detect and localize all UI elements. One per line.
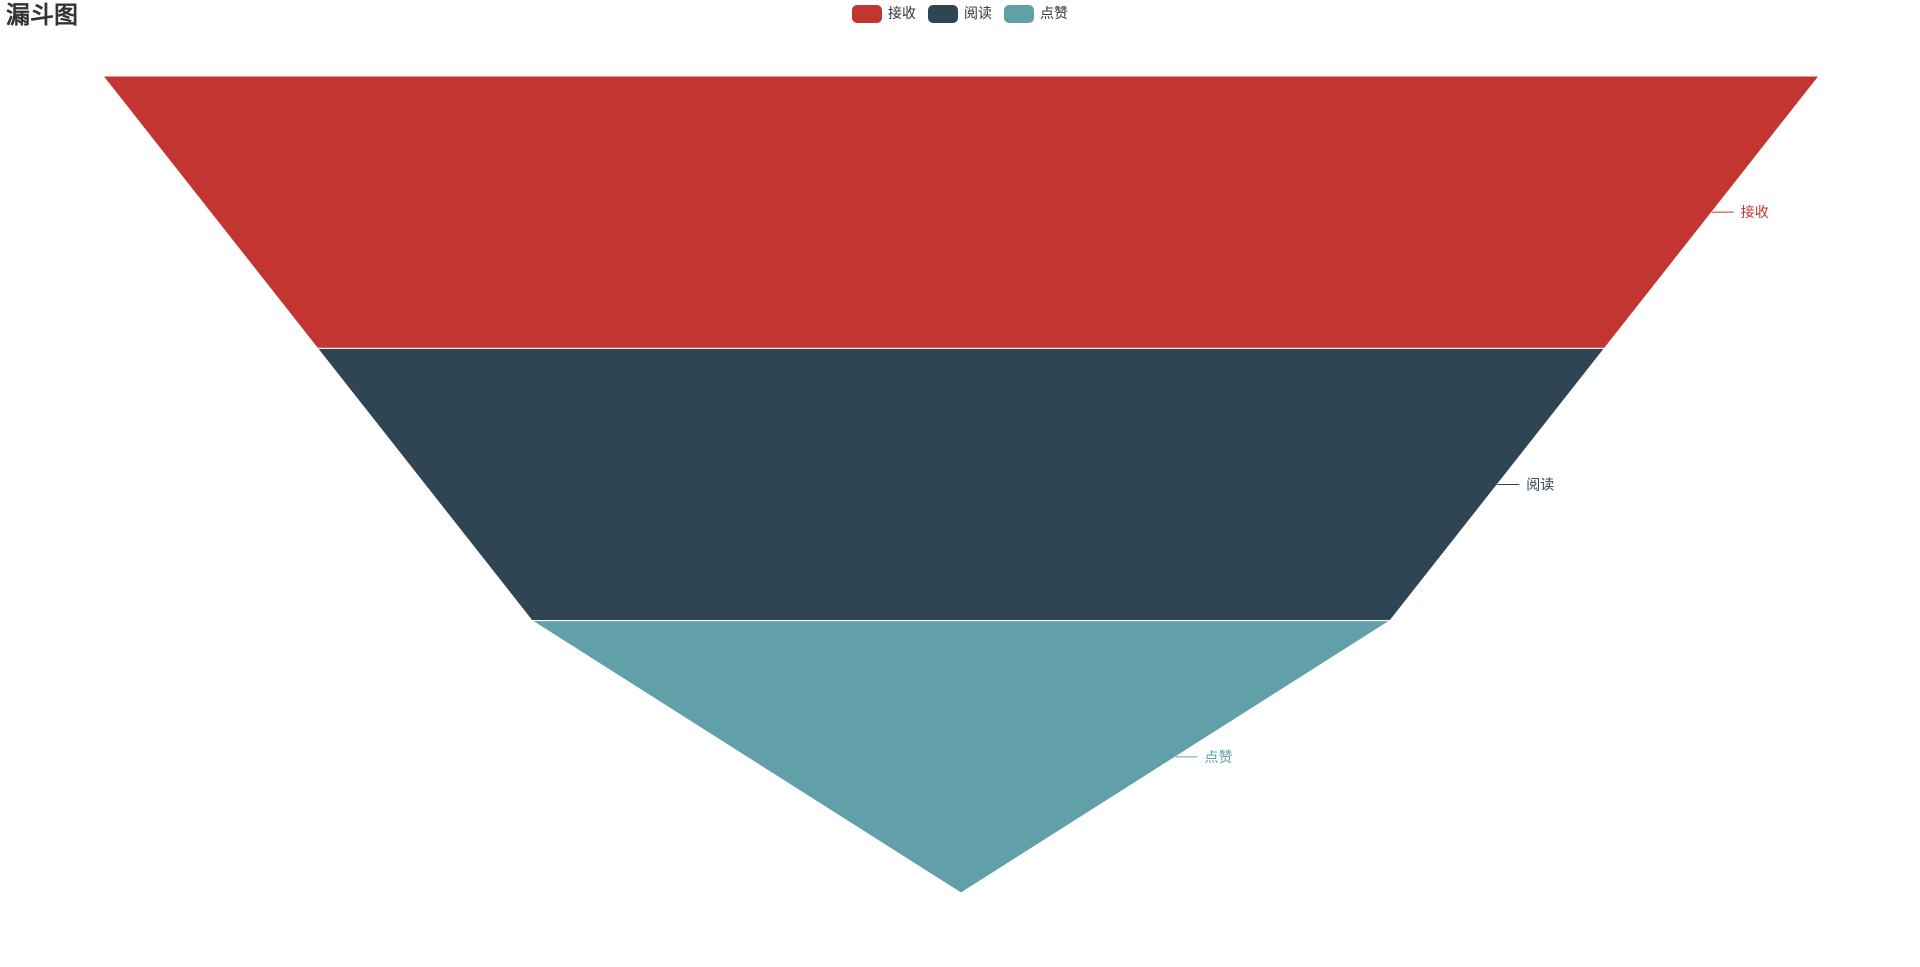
- legend-item-2[interactable]: 点赞: [1004, 5, 1068, 23]
- legend-item-1[interactable]: 阅读: [928, 5, 992, 23]
- funnel-segment-1[interactable]: [316, 347, 1606, 622]
- legend-label-2: 点赞: [1040, 6, 1068, 22]
- legend-swatch-0: [852, 5, 882, 23]
- chart-title: 漏斗图: [6, 1, 78, 29]
- chart-legend: 接收 阅读 点赞: [0, 5, 1920, 23]
- legend-item-0[interactable]: 接收: [852, 5, 916, 23]
- legend-label-1: 阅读: [964, 6, 992, 22]
- legend-swatch-2: [1004, 5, 1034, 23]
- legend-swatch-1: [928, 5, 958, 23]
- funnel-segment-0[interactable]: [101, 75, 1821, 349]
- funnel-label-1: 阅读: [1526, 477, 1554, 494]
- funnel-label-0: 接收: [1741, 204, 1769, 221]
- legend-label-0: 接收: [888, 6, 916, 22]
- funnel-label-2: 点赞: [1205, 750, 1233, 766]
- funnel-segment-2[interactable]: [530, 620, 1392, 894]
